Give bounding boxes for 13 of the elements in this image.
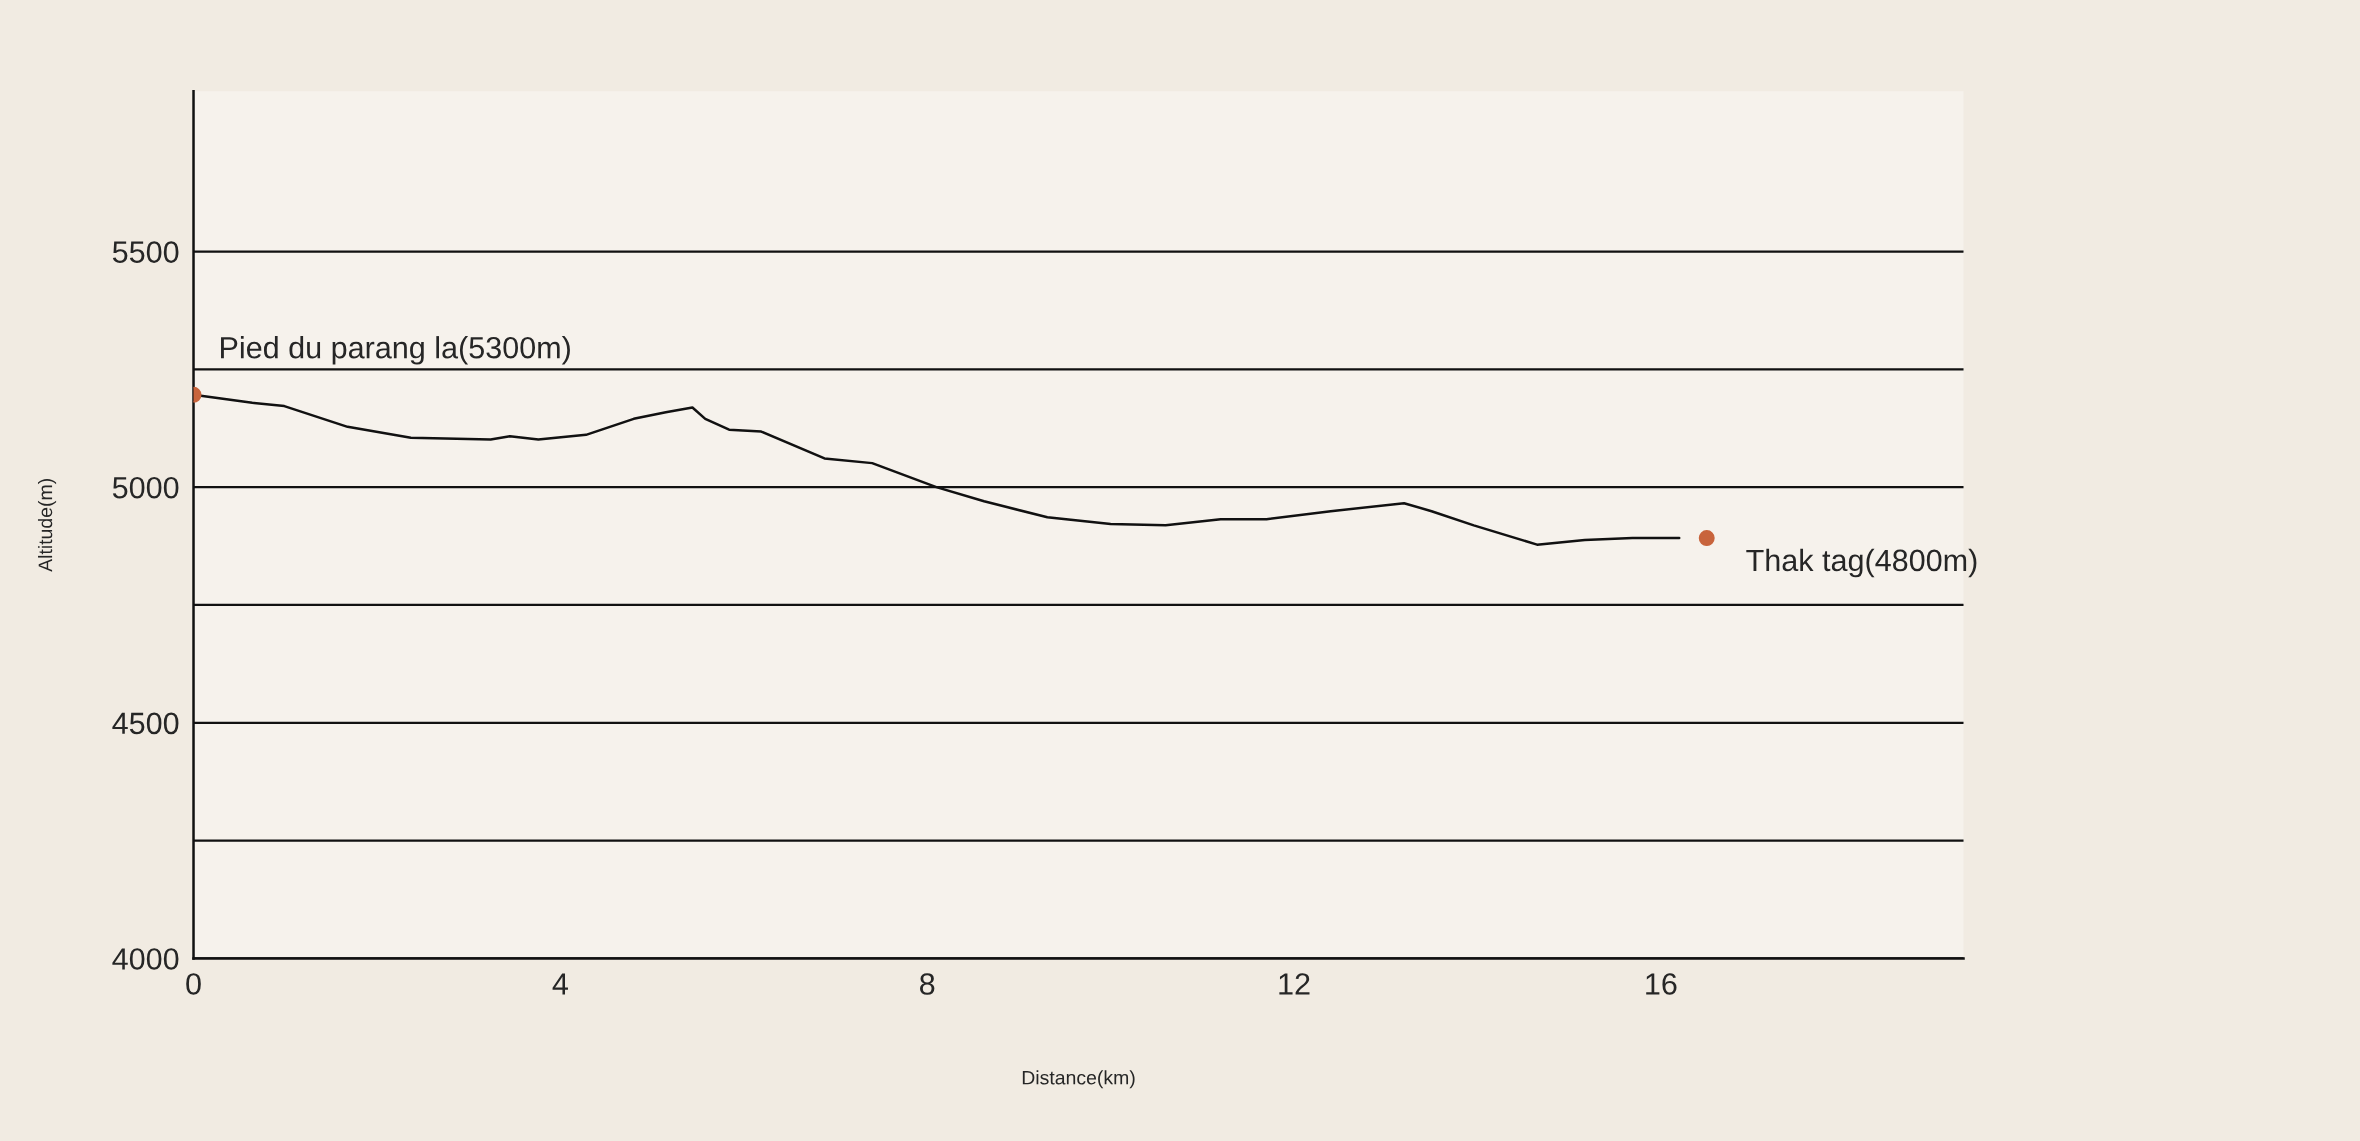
x-tick-label: 0 bbox=[186, 973, 201, 995]
x-tick-label: 8 bbox=[920, 973, 935, 995]
y-tick-label: 4500 bbox=[112, 712, 179, 735]
x-tick-label: 12 bbox=[1279, 973, 1310, 995]
annotation: Pied du parang la(5300m) bbox=[221, 336, 570, 365]
x-tick-label: 16 bbox=[1646, 973, 1677, 995]
y-tick-label: 5500 bbox=[112, 241, 179, 263]
y-axis-title: Altitude(m) bbox=[37, 479, 57, 572]
y-tick-label: 5000 bbox=[112, 476, 179, 499]
x-tick-label: 4 bbox=[552, 973, 568, 995]
y-tick-label: 4000 bbox=[112, 948, 179, 970]
annotation: Thak tag(4800m) bbox=[1746, 548, 1977, 578]
x-axis-title: Distance(km) bbox=[1022, 1070, 1135, 1089]
